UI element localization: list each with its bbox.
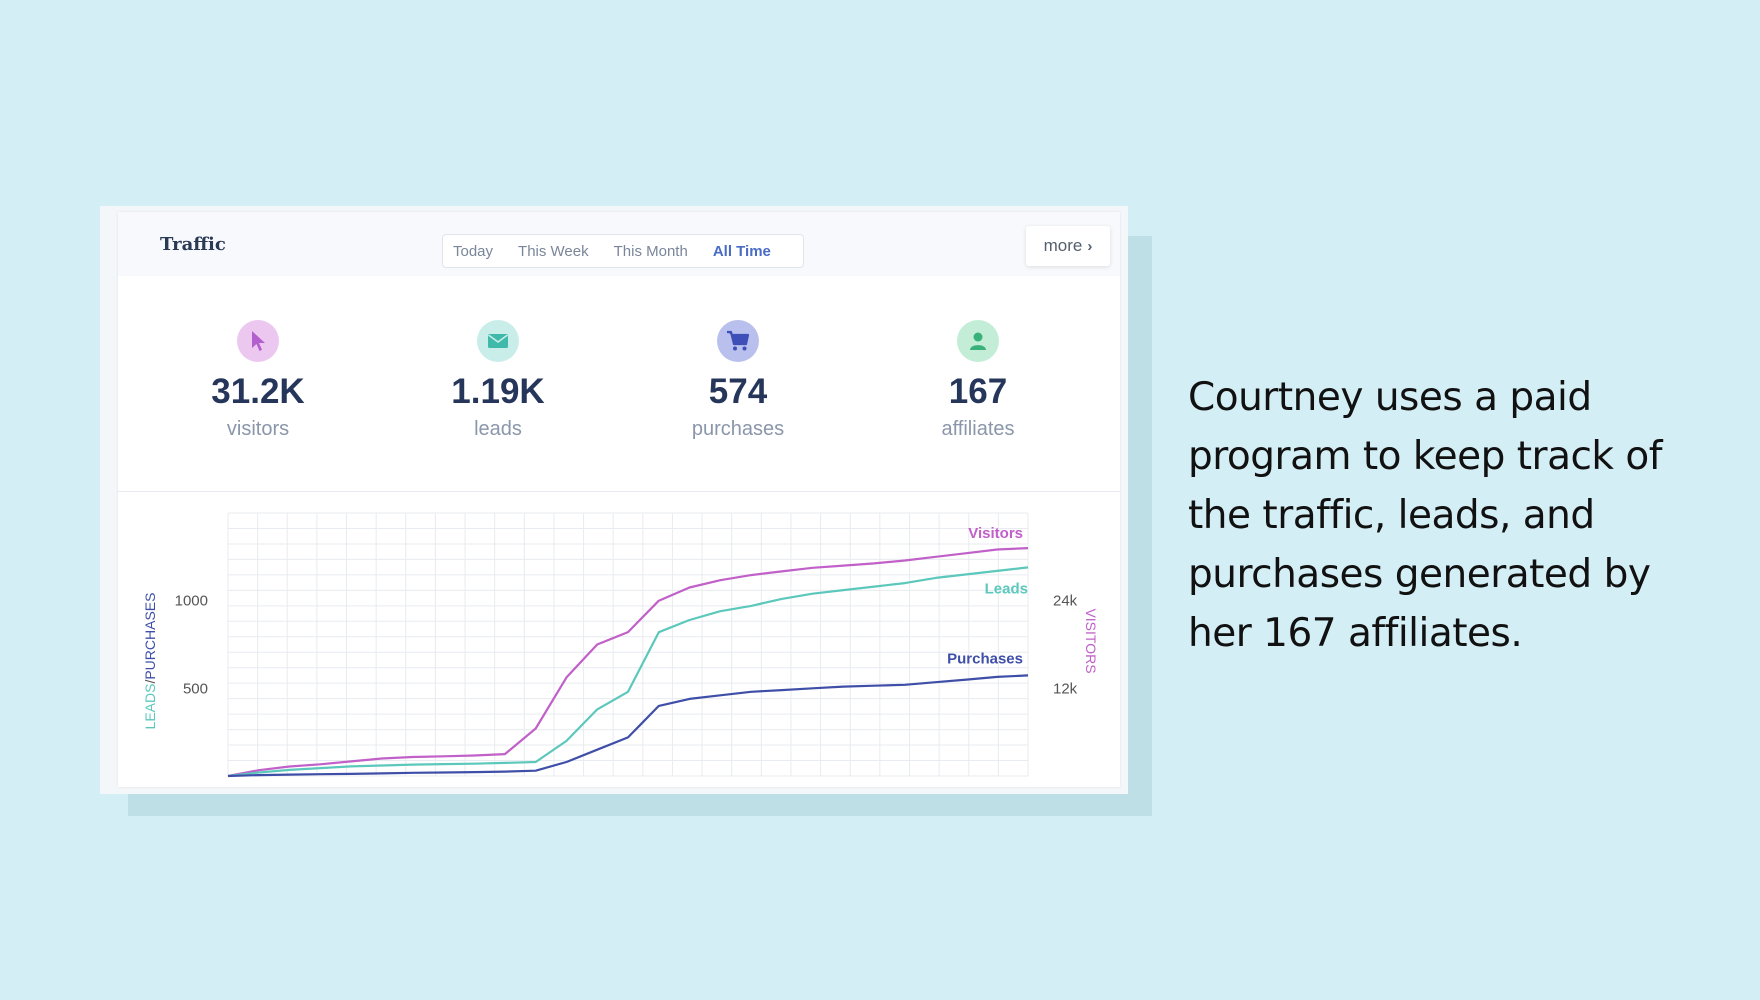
- caption-text: Courtney uses a paid program to keep tra…: [1188, 375, 1663, 656]
- stat-value: 574: [708, 372, 768, 411]
- stat-visitors: 31.2K visitors: [168, 320, 348, 441]
- panel-title: Traffic: [160, 234, 226, 255]
- stat-label: affiliates: [941, 418, 1015, 440]
- stat-value: 1.19K: [451, 372, 545, 411]
- series-line-purchases: [227, 674, 1029, 778]
- right-axis-label: VISITORS: [1083, 608, 1099, 673]
- stat-leads: 1.19K leads: [408, 320, 588, 441]
- series-label-leads: Leads: [985, 580, 1028, 597]
- screenshot-frame: Traffic Today This Week This Month All T…: [100, 206, 1128, 794]
- more-label: more: [1043, 236, 1083, 255]
- stat-label: leads: [474, 418, 522, 440]
- stat-value: 167: [948, 372, 1008, 411]
- envelope-icon: [477, 320, 519, 362]
- tab-this-week[interactable]: This Week: [518, 242, 589, 260]
- stat-label: visitors: [226, 418, 290, 440]
- left-axis-tick-label: 1000: [175, 593, 208, 610]
- stat-purchases: 574 purchases: [648, 320, 828, 441]
- stat-label: purchases: [691, 418, 785, 440]
- series-line-visitors: [227, 547, 1029, 778]
- stat-affiliates: 167 affiliates: [888, 320, 1068, 441]
- right-axis-tick-label: 24k: [1053, 593, 1078, 610]
- traffic-chart-svg: 500 1000 12k 24k LEADS/PURCHASES VISITORS Visi…: [142, 512, 1099, 778]
- chevron-right-icon: ›: [1087, 237, 1093, 255]
- series-label-visitors: Visitors: [968, 525, 1023, 542]
- cart-icon: [717, 320, 759, 362]
- panel-header: Traffic Today This Week This Month All T…: [118, 212, 1120, 276]
- more-button[interactable]: more ›: [1026, 226, 1110, 266]
- user-icon: [957, 320, 999, 362]
- left-axis-tick-label: 500: [183, 680, 208, 697]
- tab-all-time[interactable]: All Time: [712, 242, 771, 260]
- traffic-chart: 500 1000 12k 24k LEADS/PURCHASES VISITORS Visi…: [118, 493, 1120, 787]
- series-line-leads: [227, 566, 1029, 778]
- time-range-tabs: Today This Week This Month All Time: [442, 234, 804, 268]
- cursor-icon: [237, 320, 279, 362]
- stat-value: 31.2K: [211, 372, 305, 411]
- traffic-panel: Traffic Today This Week This Month All T…: [118, 212, 1120, 787]
- series-label-purchases: Purchases: [947, 650, 1023, 667]
- tab-today[interactable]: Today: [453, 242, 494, 260]
- right-axis-tick-label: 12k: [1053, 680, 1078, 697]
- tab-this-month[interactable]: This Month: [613, 242, 688, 260]
- left-axis-label: LEADS/PURCHASES: [142, 593, 158, 730]
- stats-row: 31.2K visitors 1.19K leads 574 purchases: [118, 276, 1120, 492]
